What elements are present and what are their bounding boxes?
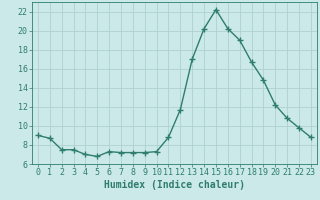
X-axis label: Humidex (Indice chaleur): Humidex (Indice chaleur) — [104, 180, 245, 190]
